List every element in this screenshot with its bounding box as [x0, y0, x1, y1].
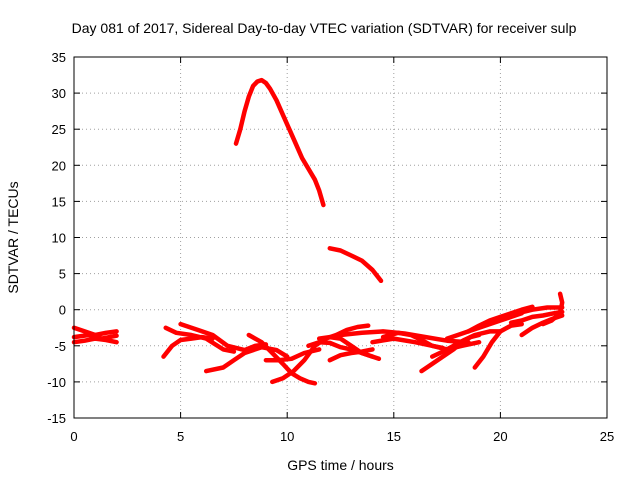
axis-ticks: 0 5 10 15 20 25 -15 -10 -5 0 5 10 15 20 25 30 35 — [47, 50, 614, 444]
series-arc-big — [233, 77, 326, 208]
y-tick-label: 5 — [59, 267, 66, 282]
series-arc-12 — [316, 334, 375, 359]
y-tick-label: -5 — [54, 339, 66, 354]
x-tick-label: 10 — [280, 429, 294, 444]
y-tick-label: 15 — [52, 194, 66, 209]
series-arc-16 — [380, 330, 446, 351]
series-arc-18 — [429, 329, 503, 359]
series-arc-22 — [508, 309, 565, 325]
x-tick-label: 15 — [387, 429, 401, 444]
series-arc-03 — [71, 332, 119, 341]
series-arc-01 — [71, 325, 119, 338]
x-tick-label: 0 — [70, 429, 77, 444]
y-tick-label: 20 — [52, 158, 66, 173]
chart-title: Day 081 of 2017, Sidereal Day-to-day VTE… — [72, 20, 577, 36]
y-tick-label: 10 — [52, 231, 66, 246]
series-arc-25 — [540, 291, 565, 327]
series-arc-19 — [444, 311, 524, 341]
data-series — [71, 77, 565, 386]
grid — [74, 57, 607, 418]
x-tick-label: 20 — [493, 429, 507, 444]
y-tick-label: -15 — [47, 411, 66, 426]
plot-frame — [73, 56, 608, 419]
series-arc-mid — [327, 246, 384, 284]
y-tick-label: -10 — [47, 375, 66, 390]
y-tick-label: 30 — [52, 86, 66, 101]
x-tick-label: 25 — [600, 429, 614, 444]
y-tick-label: 0 — [59, 303, 66, 318]
y-axis-label: SDTVAR / TECUs — [5, 181, 21, 293]
series-arc-21 — [472, 321, 524, 370]
x-axis-label: GPS time / hours — [287, 457, 394, 473]
y-tick-label: 35 — [52, 50, 66, 65]
series-arc-24 — [498, 305, 565, 320]
series-arc-05 — [163, 325, 237, 354]
series-arc-13 — [327, 347, 375, 363]
series-arc-07 — [203, 344, 290, 374]
series-arc-06 — [178, 321, 269, 353]
x-tick-label: 5 — [177, 429, 184, 444]
y-tick-label: 25 — [52, 122, 66, 137]
series-arc-08 — [246, 332, 318, 386]
